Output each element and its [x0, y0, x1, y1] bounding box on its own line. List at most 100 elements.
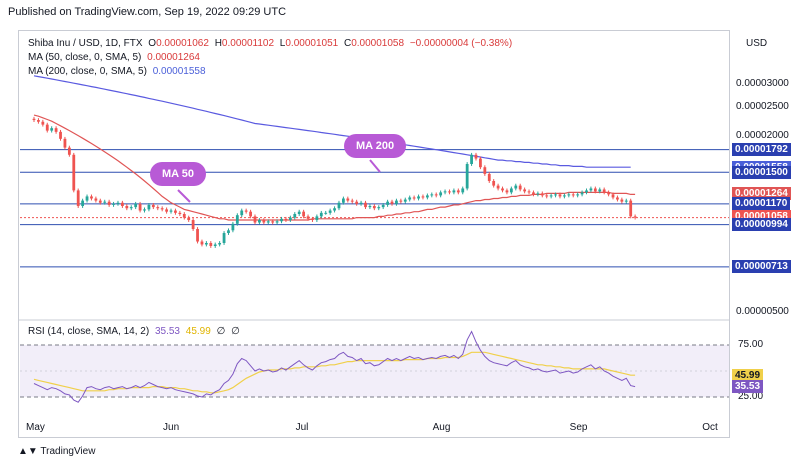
candle-body-44 [227, 230, 230, 234]
candle-body-5 [54, 128, 58, 132]
candle-body-96 [456, 190, 460, 193]
candle-body-31 [169, 210, 173, 212]
candle-body-6 [59, 131, 62, 139]
candle-body-46 [235, 215, 239, 224]
x-tick-label-1: Jun [163, 422, 180, 433]
candle-body-120 [563, 195, 566, 197]
candle-body-72 [350, 200, 354, 202]
candle-body-71 [346, 198, 350, 201]
candle-body-128 [598, 189, 602, 192]
candle-body-70 [342, 198, 345, 203]
candle-body-22 [129, 207, 133, 209]
close-value: 0.00001058 [351, 38, 405, 49]
candle-body-45 [231, 223, 235, 231]
candle-body-100 [474, 154, 478, 159]
candle-body-9 [72, 154, 76, 191]
rsi-tick-label-1: 25.00 [738, 391, 764, 402]
ma50-label: MA (50, close, 0, SMA, 5) [28, 52, 142, 63]
candle-body-37 [196, 228, 199, 242]
candle-body-10 [76, 190, 80, 207]
candle-body-32 [174, 210, 177, 213]
candle-body-16 [103, 201, 107, 203]
candle-body-42 [218, 242, 222, 245]
rsi-label: RSI (14, close, SMA, 14, 2) [28, 326, 150, 337]
candle-body-76 [368, 206, 372, 208]
candle-body-3 [45, 124, 49, 131]
candle-body-28 [156, 207, 160, 209]
rsi-value: 35.53 [154, 326, 180, 337]
x-tick-label-0: May [26, 422, 45, 433]
ma200-legend: MA (200, close, 0, SMA, 5) 0.00001558 [28, 66, 209, 77]
candle-body-115 [540, 193, 544, 196]
change-value: −0.00000004 (−0.38%) [409, 38, 513, 49]
candle-body-104 [492, 180, 496, 186]
candle-body-66 [324, 212, 328, 214]
candle-body-126 [589, 188, 593, 191]
candle-body-97 [461, 188, 465, 193]
rsi-sma-value: 45.99 [185, 326, 211, 337]
candle-body-53 [266, 221, 270, 223]
candle-body-136 [633, 216, 637, 218]
open-value: 0.00001062 [156, 38, 209, 49]
candle-body-12 [85, 196, 89, 201]
candle-body-98 [465, 163, 469, 189]
candle-body-108 [509, 188, 513, 193]
candle-body-89 [425, 195, 429, 198]
rsi-tag-1: 35.53 [732, 379, 764, 393]
candle-body-81 [390, 201, 394, 204]
candle-body-107 [505, 190, 509, 193]
candle-body-2 [41, 121, 45, 125]
candle-body-51 [258, 220, 261, 223]
candle-body-127 [593, 188, 597, 192]
logo-icon: ▲▼ [18, 446, 41, 457]
candle-body-124 [580, 192, 584, 195]
candle-body-74 [359, 202, 363, 204]
candle-body-4 [50, 128, 54, 131]
currency-label: USD [746, 38, 768, 49]
candle-body-29 [160, 208, 164, 210]
ma200-value: 0.00001558 [152, 66, 206, 77]
ma50-legend: MA (50, close, 0, SMA, 5) 0.00001264 [28, 52, 203, 63]
candle-body-47 [240, 210, 244, 216]
candle-body-63 [311, 218, 314, 221]
candle-body-88 [421, 196, 425, 198]
candle-body-36 [191, 220, 195, 229]
candle-body-61 [302, 211, 306, 217]
ma200-annotation: MA 200 [344, 134, 407, 158]
candle-body-86 [412, 197, 416, 199]
candle-body-79 [381, 204, 385, 208]
ma200-label: MA (200, close, 0, SMA, 5) [28, 66, 147, 77]
candle-body-56 [280, 218, 283, 222]
ma50-value: 0.00001264 [147, 52, 200, 63]
candle-body-25 [143, 209, 146, 211]
high-label: H [214, 38, 222, 49]
candle-body-52 [262, 220, 266, 223]
candle-body-20 [121, 202, 124, 207]
candle-body-112 [527, 191, 531, 193]
low-value: 0.00001051 [285, 38, 339, 49]
candle-body-50 [253, 216, 257, 223]
candle-body-59 [293, 214, 297, 218]
open-label: O [148, 38, 157, 49]
rsi-extra-1: ∅ [216, 326, 226, 337]
candle-body-93 [443, 191, 447, 193]
candle-body-58 [288, 217, 292, 221]
x-tick-label-2: Jul [295, 422, 309, 433]
candle-body-55 [275, 221, 279, 223]
candle-body-123 [576, 194, 580, 196]
candle-body-121 [567, 194, 571, 196]
price-tag-2: 0.00001500 [732, 165, 791, 179]
ma50-line [33, 114, 636, 221]
candle-body-132 [616, 197, 619, 200]
price-tag-3: 0.00001264 [732, 187, 791, 201]
candle-body-87 [417, 196, 420, 199]
candle-body-13 [90, 196, 93, 199]
candle-body-117 [549, 195, 553, 197]
candle-body-57 [284, 218, 288, 221]
chart-frame [18, 30, 730, 438]
candle-body-34 [182, 214, 186, 218]
candle-body-65 [319, 212, 323, 217]
candle-body-94 [448, 191, 451, 193]
candle-body-82 [395, 200, 398, 204]
